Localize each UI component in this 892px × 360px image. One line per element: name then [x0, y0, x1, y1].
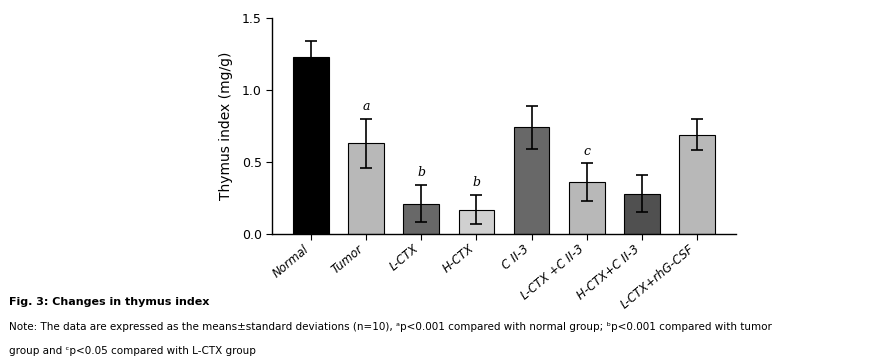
Text: group and ᶜp<0.05 compared with L-CTX group: group and ᶜp<0.05 compared with L-CTX gr…: [9, 346, 256, 356]
Bar: [624, 194, 660, 234]
Bar: [569, 182, 605, 234]
Text: b: b: [417, 166, 425, 179]
Bar: [293, 57, 329, 234]
Text: a: a: [362, 100, 370, 113]
Bar: [348, 143, 384, 234]
Bar: [514, 127, 549, 234]
Bar: [679, 135, 714, 234]
Text: b: b: [473, 176, 481, 189]
Text: Note: The data are expressed as the means±standard deviations (n=10), ᵃp<0.001 c: Note: The data are expressed as the mean…: [9, 322, 772, 332]
Y-axis label: Thymus index (mg/g): Thymus index (mg/g): [219, 52, 234, 200]
Bar: [458, 210, 494, 234]
Bar: [403, 204, 439, 234]
Text: c: c: [583, 145, 591, 158]
Text: Fig. 3: Changes in thymus index: Fig. 3: Changes in thymus index: [9, 297, 210, 307]
